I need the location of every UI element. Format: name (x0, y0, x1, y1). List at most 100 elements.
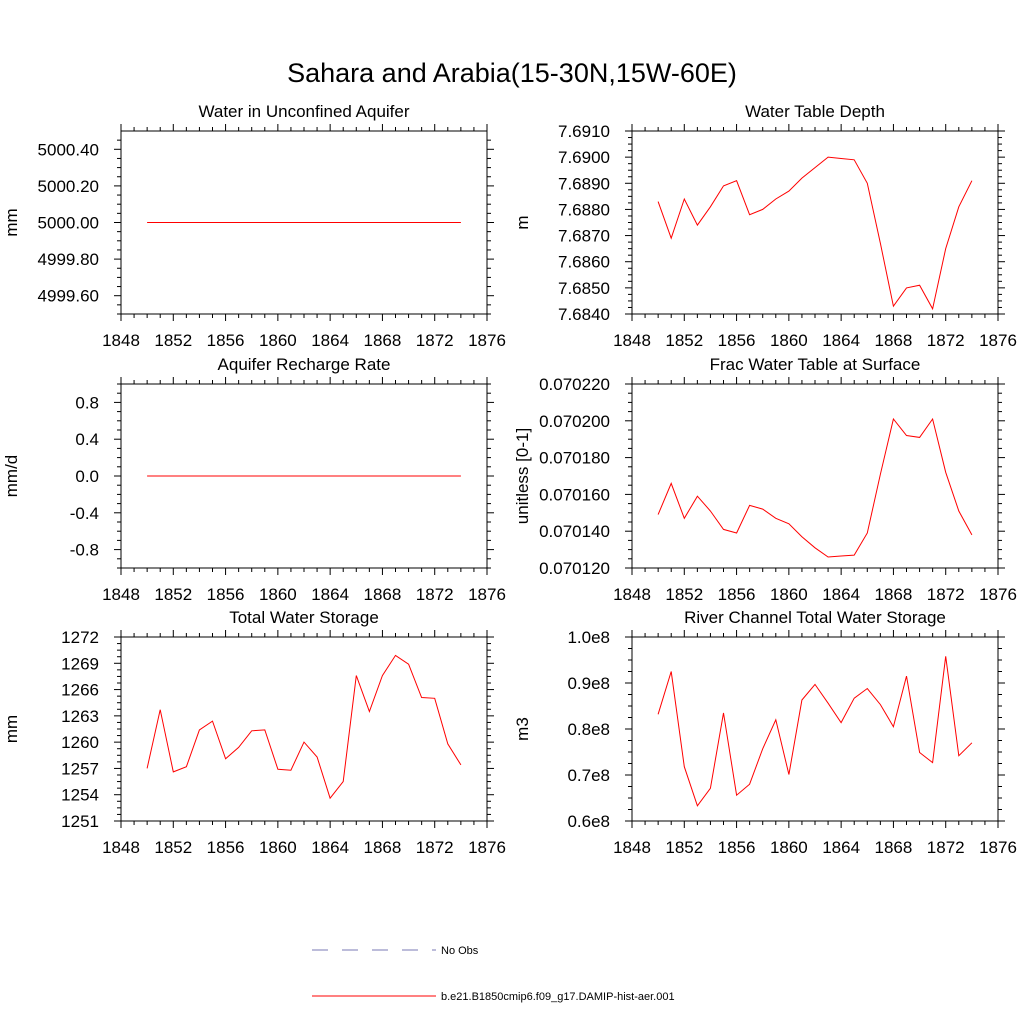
chart-panel-1: Water in Unconfined Aquifer mm 1848 1852 185… (2, 102, 506, 350)
y-tick-label: 0.6e8 (567, 812, 610, 831)
y-tick-label: 4999.60 (38, 287, 99, 306)
y-tick-label: 4999.80 (38, 250, 99, 269)
x-tick-label: 1856 (207, 585, 245, 604)
panels: Water in Unconfined Aquifer mm 1848 1852 185… (2, 102, 1017, 857)
y-tick-label: 7.6870 (558, 227, 610, 246)
x-tick-label: 1876 (979, 585, 1017, 604)
x-tick-label: 1868 (875, 585, 913, 604)
panel-title: Water Table Depth (745, 102, 885, 121)
chart-panel-6: River Channel Total Water Storage m3 1848 1… (513, 608, 1017, 857)
y-tick-label: 7.6900 (558, 148, 610, 167)
legend-entry-model-run: b.e21.B1850cmip6.f09_g17.DAMIP-hist-aer.… (312, 991, 675, 1003)
series-line (657, 156, 973, 311)
x-tick-label: 1860 (259, 585, 297, 604)
x-tick-label: 1848 (613, 585, 651, 604)
y-tick-label: 0.070180 (539, 449, 610, 468)
series-line (657, 417, 973, 558)
panel-title: Water in Unconfined Aquifer (198, 102, 409, 121)
x-tick-label: 1848 (102, 331, 140, 350)
series-line (657, 656, 973, 807)
figure-title: Sahara and Arabia(15-30N,15W-60E) (287, 58, 737, 88)
y-tick-label: 7.6850 (558, 279, 610, 298)
y-tick-label: 0.070140 (539, 522, 610, 541)
x-tick-label: 1848 (102, 838, 140, 857)
y-axis-label: m3 (513, 717, 532, 741)
x-tick-label: 1876 (468, 585, 506, 604)
y-tick-label: 7.6890 (558, 174, 610, 193)
x-tick-label: 1860 (770, 585, 808, 604)
x-tick-label: 1852 (154, 331, 192, 350)
chart-panel-2: Water Table Depth m 1848 1852 1856 1860 1864 18… (513, 102, 1017, 350)
x-tick-label: 1876 (468, 331, 506, 350)
x-tick-label: 1848 (613, 838, 651, 857)
x-tick-label: 1864 (311, 838, 349, 857)
x-tick-label: 1848 (613, 331, 651, 350)
chart-panel-5: Total Water Storage mm 1848 1852 1856 1860 186… (2, 608, 506, 857)
legend-entry-no-obs: No Obs (312, 945, 479, 957)
y-tick-label: 1251 (61, 812, 99, 831)
x-tick-label: 1860 (259, 838, 297, 857)
y-axis-label: mm (2, 208, 21, 236)
x-tick-label: 1864 (311, 585, 349, 604)
y-tick-label: 0.070160 (539, 485, 610, 504)
y-tick-label: 1.0e8 (567, 628, 610, 647)
legend-label-no-obs: No Obs (441, 945, 479, 957)
x-tick-label: 1856 (207, 331, 245, 350)
x-tick-label: 1872 (927, 331, 965, 350)
panel-title: Frac Water Table at Surface (710, 355, 921, 374)
panel-title: Total Water Storage (229, 608, 379, 627)
x-tick-label: 1876 (979, 331, 1017, 350)
x-tick-label: 1876 (468, 838, 506, 857)
y-tick-label: 0.4 (75, 430, 99, 449)
x-tick-label: 1872 (927, 838, 965, 857)
legend-label-model-run: b.e21.B1850cmip6.f09_g17.DAMIP-hist-aer.… (441, 991, 675, 1003)
y-tick-label: 0.070120 (539, 559, 610, 578)
y-axis-label: mm (2, 715, 21, 743)
y-tick-label: 1254 (61, 786, 99, 805)
x-tick-label: 1864 (822, 331, 860, 350)
x-tick-label: 1868 (875, 331, 913, 350)
x-tick-label: 1872 (927, 585, 965, 604)
x-tick-label: 1852 (665, 331, 703, 350)
y-tick-label: 0.8e8 (567, 720, 610, 739)
x-tick-label: 1864 (822, 585, 860, 604)
y-tick-label: 1272 (61, 628, 99, 647)
x-tick-label: 1856 (718, 838, 756, 857)
y-tick-label: 1266 (61, 681, 99, 700)
x-tick-label: 1856 (207, 838, 245, 857)
x-tick-label: 1856 (718, 585, 756, 604)
x-tick-label: 1868 (364, 838, 402, 857)
x-tick-label: 1860 (770, 331, 808, 350)
y-tick-label: -0.4 (70, 504, 99, 523)
chart-panel-4: Frac Water Table at Surface unitless [0-1… (513, 355, 1017, 604)
x-tick-label: 1868 (875, 838, 913, 857)
x-tick-label: 1876 (979, 838, 1017, 857)
x-tick-label: 1864 (822, 838, 860, 857)
x-tick-label: 1852 (154, 838, 192, 857)
y-axis-label: m (513, 215, 532, 229)
chart-panel-3: Aquifer Recharge Rate mm/d 1848 1852 1856 186… (2, 355, 506, 604)
y-tick-label: 1269 (61, 654, 99, 673)
panel-title: River Channel Total Water Storage (684, 608, 946, 627)
x-tick-label: 1848 (102, 585, 140, 604)
y-tick-label: 7.6910 (558, 122, 610, 141)
y-tick-label: 7.6860 (558, 253, 610, 272)
x-tick-label: 1868 (364, 585, 402, 604)
x-tick-label: 1868 (364, 331, 402, 350)
x-tick-label: 1852 (154, 585, 192, 604)
x-tick-label: 1864 (311, 331, 349, 350)
x-tick-label: 1852 (665, 585, 703, 604)
y-tick-label: 7.6880 (558, 200, 610, 219)
series-line (146, 654, 462, 800)
x-tick-label: 1872 (416, 585, 454, 604)
y-tick-label: 5000.20 (38, 177, 99, 196)
y-axis-label: unitless [0-1] (513, 428, 532, 524)
x-tick-label: 1852 (665, 838, 703, 857)
y-tick-label: 0.8 (75, 393, 99, 412)
legend: No Obs b.e21.B1850cmip6.f09_g17.DAMIP-hi… (312, 945, 675, 1003)
y-tick-label: 1263 (61, 707, 99, 726)
y-tick-label: 0.7e8 (567, 766, 610, 785)
x-tick-label: 1860 (259, 331, 297, 350)
